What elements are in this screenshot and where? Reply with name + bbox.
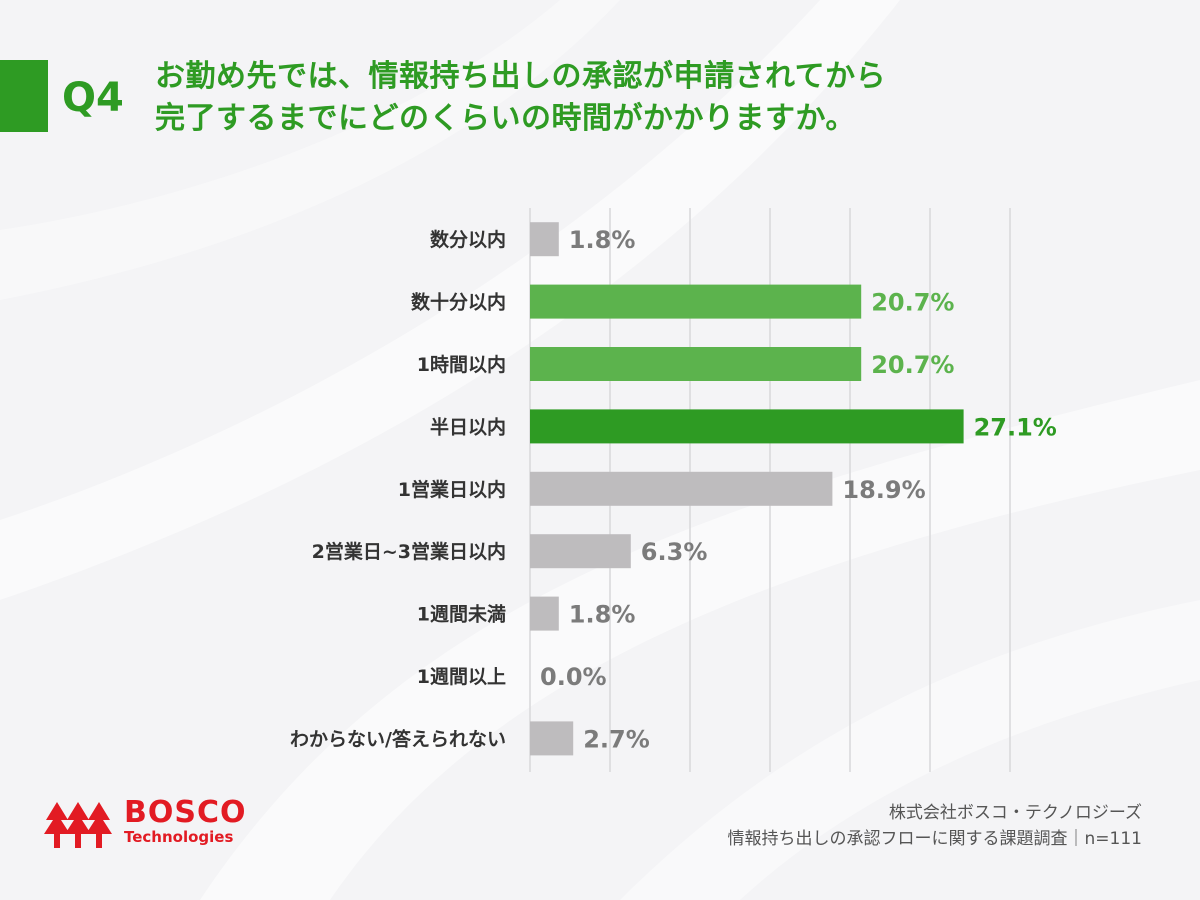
category-label: 1時間以内 (417, 353, 506, 376)
source-survey: 情報持ち出しの承認フローに関する課題調査｜n=111 (727, 829, 1142, 849)
category-label: 1週間以上 (417, 666, 506, 688)
logo-mark-icon (44, 802, 112, 848)
logo-name: BOSCO (124, 795, 247, 830)
question-marker (0, 60, 48, 132)
value-label: 6.3% (641, 538, 708, 566)
bar (530, 409, 964, 444)
question-title: お勤め先では、情報持ち出しの承認が申請されてから 完了するまでにどのくらいの時間… (155, 56, 1155, 140)
bosco-logo: BOSCO Technologies (44, 796, 264, 856)
bars (530, 222, 964, 756)
category-label: 数分以内 (430, 228, 506, 251)
category-label: 数十分以内 (411, 291, 506, 314)
category-label: 1営業日以内 (398, 478, 506, 501)
value-label: 20.7% (871, 289, 954, 317)
bar (530, 222, 559, 257)
question-label: Q4 (62, 75, 124, 121)
bar (530, 534, 631, 569)
logo-sub: Technologies (124, 828, 234, 846)
value-labels: 1.8% 20.7% 20.7% 27.1% 18.9% 6.3% 1.8% 0.0% 2.7% (540, 226, 1057, 753)
source-company: 株式会社ボスコ・テクノロジーズ (888, 803, 1142, 823)
title-line-1: お勤め先では、情報持ち出しの承認が申請されてから (155, 59, 887, 94)
category-label: 半日以内 (430, 415, 506, 438)
source-note: 株式会社ボスコ・テクノロジーズ 情報持ち出しの承認フローに関する課題調査｜n=1… (728, 800, 1142, 852)
value-label: 27.1% (974, 413, 1057, 441)
bar (530, 596, 559, 631)
bar (530, 471, 833, 506)
value-label: 1.8% (569, 601, 636, 629)
category-label: 1週間未満 (417, 603, 506, 626)
value-label: 0.0% (540, 663, 607, 691)
value-label: 18.9% (842, 476, 925, 504)
bar (530, 284, 862, 319)
bar (530, 721, 574, 756)
bar (530, 347, 862, 381)
value-label: 2.7% (583, 725, 650, 753)
value-label: 20.7% (871, 351, 954, 379)
value-label: 1.8% (569, 226, 636, 254)
title-line-2: 完了するまでにどのくらいの時間がかかりますか。 (155, 101, 856, 136)
category-label: わからない/答えられない (290, 727, 506, 750)
category-label: 2営業日~3営業日以内 (312, 540, 506, 563)
